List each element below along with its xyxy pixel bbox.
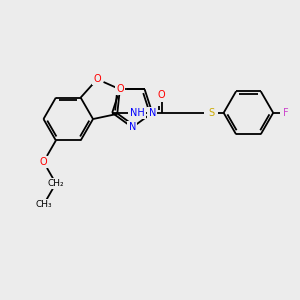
Text: S: S xyxy=(208,108,214,118)
Text: N: N xyxy=(148,108,156,118)
Text: CH₂: CH₂ xyxy=(48,179,64,188)
Text: O: O xyxy=(116,84,124,94)
Text: O: O xyxy=(93,74,101,84)
Text: F: F xyxy=(283,108,288,118)
Text: CH₃: CH₃ xyxy=(35,200,52,209)
Text: O: O xyxy=(40,157,47,167)
Text: NH: NH xyxy=(130,108,144,118)
Text: O: O xyxy=(158,91,166,100)
Text: N: N xyxy=(128,122,136,132)
